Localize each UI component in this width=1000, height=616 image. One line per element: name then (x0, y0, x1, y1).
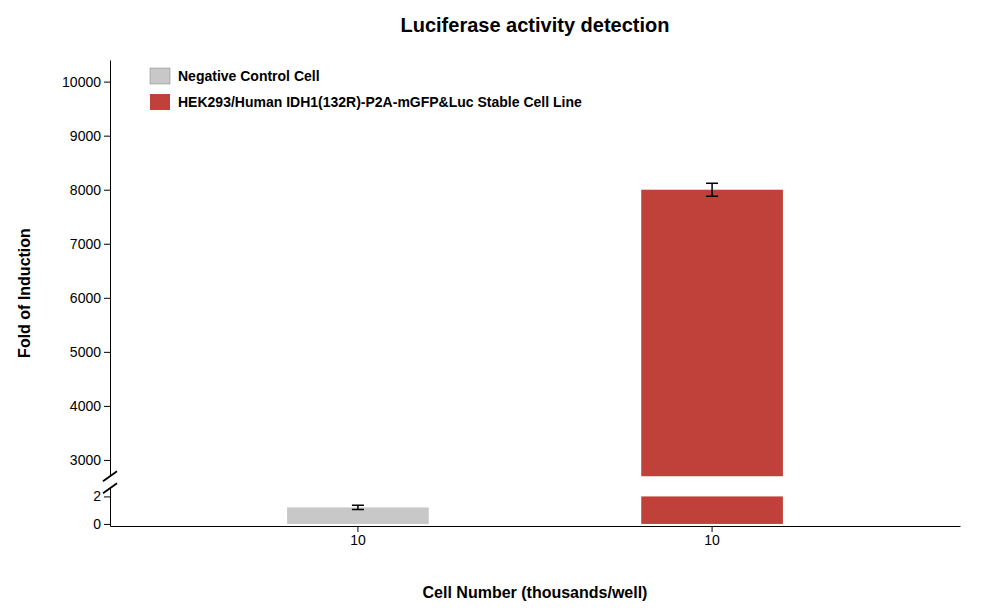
axis-line (110, 489, 111, 527)
tick-mark (104, 524, 110, 525)
tick-mark (104, 352, 110, 353)
y-tick: 5000 (70, 344, 110, 360)
y-tick: 0 (93, 516, 110, 532)
bar (641, 190, 783, 476)
tick-mark (104, 190, 110, 191)
error-bar (706, 183, 718, 196)
panel: 3000 4000 5000 6000 7000 8000 9000 10000 Negativ… (62, 61, 783, 616)
x-tick: 10 (704, 526, 720, 548)
y-tick: 9000 (70, 128, 110, 144)
y-tick: 4000 (70, 398, 110, 414)
axis-line (110, 61, 111, 477)
tick-mark (104, 136, 110, 137)
y-axis: 3000 4000 5000 6000 7000 8000 9000 10000 (62, 61, 110, 477)
tick-mark (104, 406, 110, 407)
tick-label: 10 (704, 532, 720, 548)
legend-item: HEK293/Human IDH1(132R)-P2A-mGFP&Luc Sta… (150, 94, 582, 110)
tick-mark (104, 460, 110, 461)
plot-area (287, 496, 783, 524)
axis-break (103, 471, 117, 481)
legend-swatch (150, 68, 170, 84)
tick-label: 6000 (70, 290, 101, 306)
tick-mark (104, 244, 110, 245)
title: Luciferase activity detection (401, 14, 670, 36)
legend-swatch (150, 94, 170, 110)
y-tick: 6000 (70, 290, 110, 306)
tick-label: 3000 (70, 452, 101, 468)
axis-break (103, 483, 117, 493)
legend-item: Negative Control Cell (150, 68, 320, 84)
x-tick: 10 (350, 526, 366, 548)
tick-label: 0 (93, 516, 101, 532)
legend-label: HEK293/Human IDH1(132R)-P2A-mGFP&Luc Sta… (178, 94, 582, 110)
bar (641, 496, 783, 524)
tick-label: 4000 (70, 398, 101, 414)
error-bar (352, 505, 364, 509)
y-tick: 10000 (62, 74, 110, 90)
axis-line (111, 526, 961, 527)
plot-area (641, 183, 783, 476)
x-axis-title: Cell Number (thousands/well) (423, 584, 648, 601)
tick-label: 9000 (70, 128, 101, 144)
x-axis: 10 10 (111, 526, 961, 548)
legend-label: Negative Control Cell (178, 68, 320, 84)
y-axis: 02 (93, 488, 110, 532)
tick-label: 7000 (70, 236, 101, 252)
y-tick: 7000 (70, 236, 110, 252)
tick-label: 5000 (70, 344, 101, 360)
tick-label: 10 (350, 532, 366, 548)
tick-mark (104, 496, 110, 497)
tick-label: 2 (93, 488, 101, 504)
tick-label: 8000 (70, 182, 101, 198)
tick-mark (104, 298, 110, 299)
y-tick: 3000 (70, 452, 110, 468)
tick-mark (104, 82, 110, 83)
chart-svg: 3000 4000 5000 6000 7000 8000 9000 10000 Negativ… (0, 0, 1000, 616)
tick-label: 10000 (62, 74, 101, 90)
y-tick: 8000 (70, 182, 110, 198)
legend: Negative Control Cell HEK293/Human IDH1(1… (150, 68, 582, 110)
panel: 021010 (93, 483, 960, 548)
y-axis-title: Fold of Induction (16, 228, 33, 358)
